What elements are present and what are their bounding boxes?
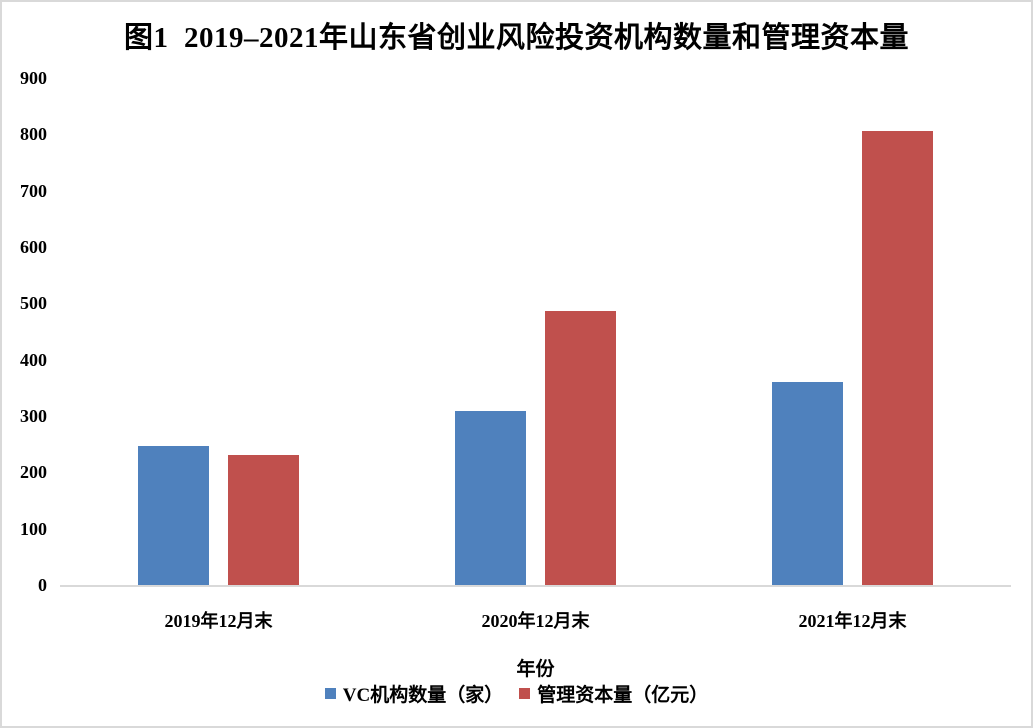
legend-item-series1: VC机构数量（家） — [324, 680, 504, 707]
y-axis-tick-label: 700 — [20, 180, 47, 201]
y-axis-tick-label: 400 — [20, 349, 47, 370]
bar-series2-cat1 — [228, 455, 299, 585]
y-axis-tick-label: 0 — [38, 575, 47, 595]
x-axis-tick-label: 2021年12月末 — [798, 611, 907, 631]
bar-series2-cat2 — [545, 310, 616, 585]
legend: VC机构数量（家） 管理资本量（亿元） — [2, 680, 1031, 707]
bar-series1-cat2 — [455, 410, 526, 585]
bar-series1-cat3 — [772, 382, 843, 585]
legend-label: 管理资本量（亿元） — [537, 685, 709, 706]
x-axis-title: 年份 — [516, 659, 555, 680]
legend-item-series2: 管理资本量（亿元） — [519, 680, 708, 707]
legend-swatch-icon — [324, 688, 336, 699]
x-axis-line — [60, 585, 1011, 587]
legend-swatch-icon — [519, 688, 531, 699]
chart-title: 图1 2019–2021年山东省创业风险投资机构数量和管理资本量 — [123, 22, 909, 54]
bar-series1-cat1 — [138, 446, 209, 585]
y-axis-tick-label: 500 — [20, 293, 47, 314]
y-axis-tick-label: 300 — [20, 406, 47, 426]
x-axis-tick-label: 2019年12月末 — [164, 611, 273, 631]
y-axis-tick-label: 900 — [20, 68, 47, 88]
y-axis-tick-label: 600 — [20, 237, 47, 257]
bar-series2-cat3 — [862, 130, 933, 585]
legend-label: VC机构数量（家） — [342, 685, 504, 706]
y-axis-tick-label: 200 — [20, 462, 47, 483]
y-axis-tick-label: 100 — [20, 518, 47, 539]
x-axis-tick-label: 2020年12月末 — [481, 611, 590, 631]
y-axis-tick-label: 800 — [20, 124, 47, 145]
